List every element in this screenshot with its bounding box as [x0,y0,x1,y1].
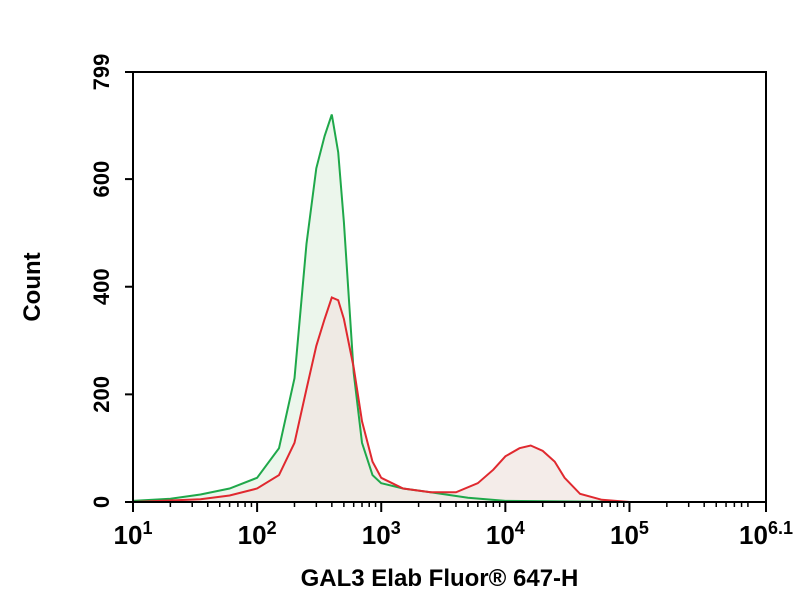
x-tick-base: 10 [486,520,515,550]
x-tick-label: 106.1 [739,518,793,550]
y-tick-label: 600 [89,161,114,198]
series-1-fill [133,114,630,502]
y-axis: 0 200 400 600 799 [89,54,133,508]
x-tick-base: 10 [739,520,768,550]
x-tick-exponent: 6.1 [768,518,793,538]
y-axis-title: Count [19,252,46,321]
series-2-fill [133,297,630,502]
series-2-line [132,296,630,503]
plot-area [132,71,767,503]
y-tick-label: 799 [89,54,114,91]
y-tick-label: 400 [89,268,114,305]
x-tick-base: 10 [362,520,391,550]
x-tick-exponent: 4 [515,518,525,538]
x-tick-label: 101 [114,518,153,550]
plot-frame [132,71,767,503]
x-axis-title: GAL3 Elab Fluor® 647-H [301,565,579,592]
x-tick-exponent: 5 [639,518,649,538]
series-layer [132,114,630,503]
x-tick-label: 103 [362,518,401,550]
y-tick-label: 200 [89,376,114,413]
x-tick-base: 10 [610,520,639,550]
x-tick-label: 102 [238,518,277,550]
y-tick-label: 0 [89,496,114,508]
x-tick-base: 10 [114,520,143,550]
x-tick-exponent: 3 [391,518,401,538]
x-tick-exponent: 1 [142,518,152,538]
series-1-line [132,114,630,503]
x-tick-label: 105 [610,518,649,550]
x-axis: 101 102 103 104 105 106.1 [114,502,793,550]
x-tick-label: 104 [486,518,525,550]
x-tick-exponent: 2 [267,518,277,538]
x-tick-base: 10 [238,520,267,550]
